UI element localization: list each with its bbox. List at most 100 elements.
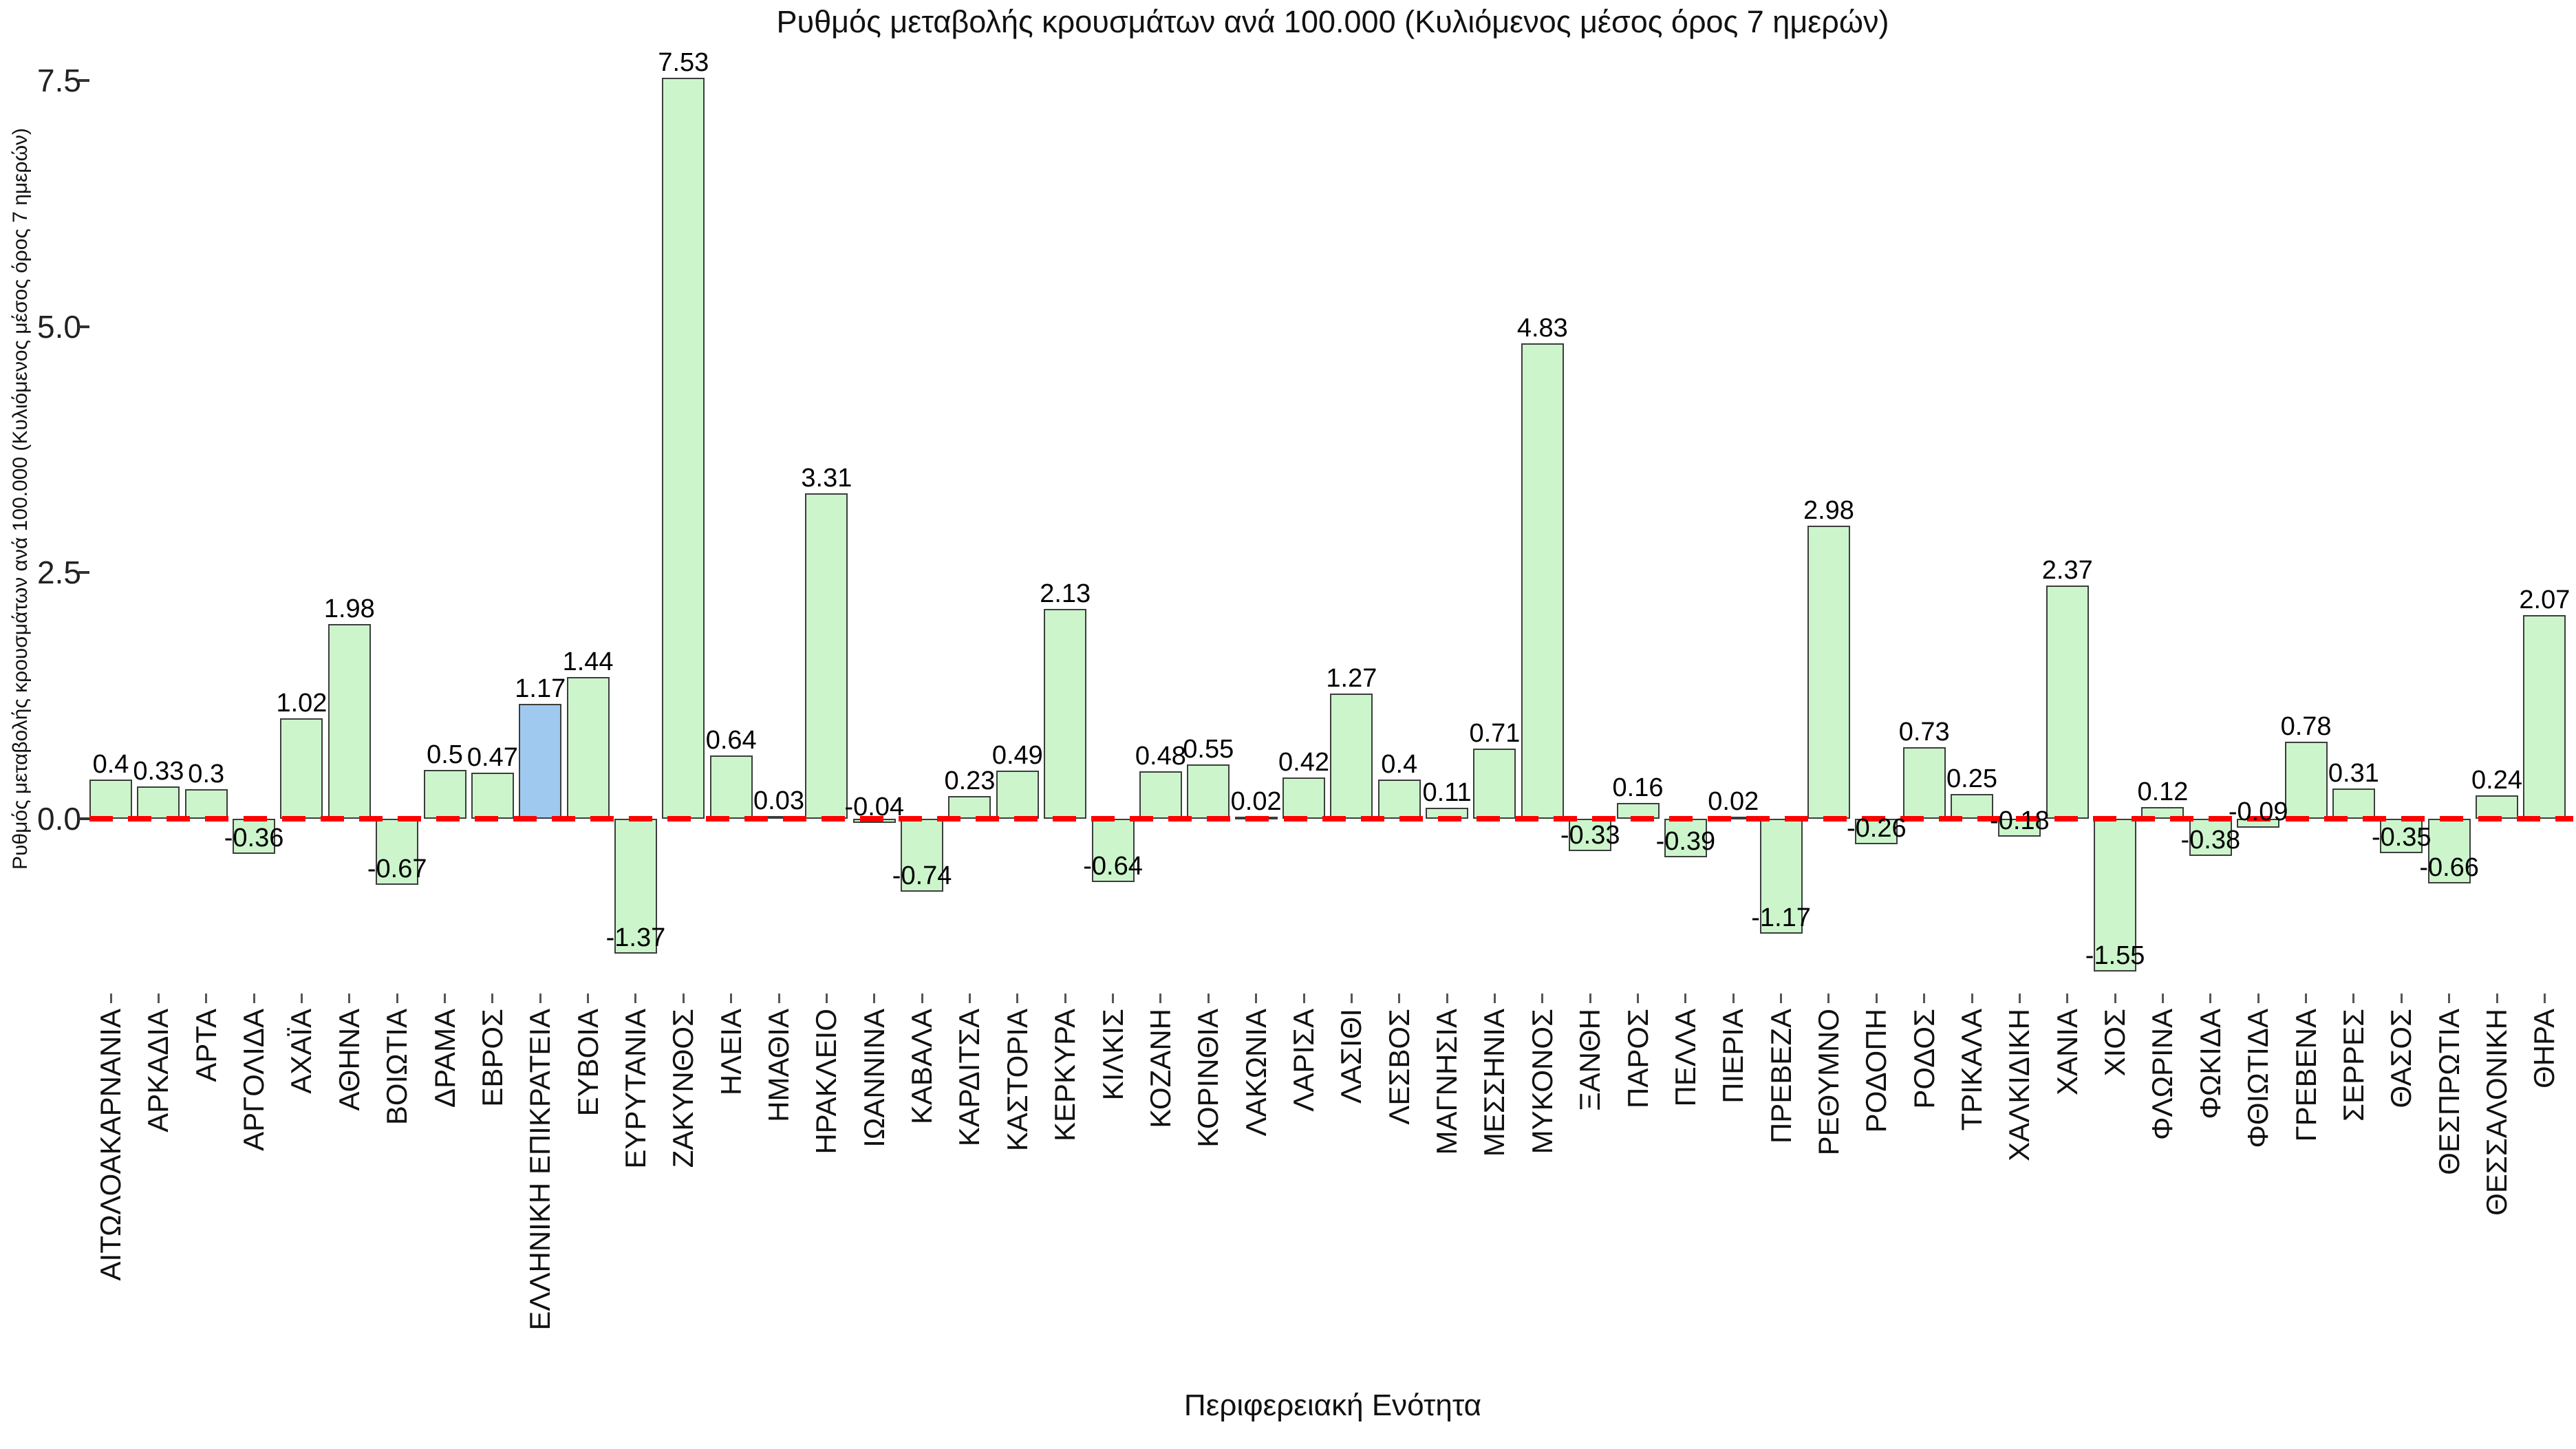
x-tick-label: ΡΟΔΟΣ [1907,1009,1940,1109]
x-tick-label: ΧΑΛΚΙΔΙΚΗ [2003,1009,2036,1161]
x-tick-label: ΗΜΑΘΙΑ [762,1009,795,1122]
bar [996,770,1039,819]
bar-value-label: 0.12 [2137,777,2189,806]
x-tick-label: ΒΟΙΩΤΙΑ [380,1009,414,1126]
y-tick-label-1: 2.5 [37,555,81,590]
x-tick-label: ΚΑΣΤΟΡΙΑ [1000,1009,1033,1152]
x-tick-label: ΛΑΚΩΝΙΑ [1239,1009,1272,1137]
bar-value-label: -0.18 [1990,806,2050,835]
bar [1569,819,1612,852]
bar-value-label: -0.26 [1847,814,1907,844]
x-tick-mark [1732,994,1735,1003]
bar [805,493,848,819]
bar-value-label: -0.35 [2371,823,2432,852]
bar-value-label: 0.11 [1422,778,1472,808]
y-tick-mark [78,817,89,820]
bar-value-label: 0.3 [188,760,225,789]
bar-value-label: 0.73 [1898,717,1950,747]
x-tick-mark [2161,994,2164,1003]
x-tick-label: ΔΡΑΜΑ [428,1009,461,1108]
x-tick-label: ΠΙΕΡΙΑ [1717,1009,1750,1104]
bar [328,623,371,819]
bar-value-label: 1.27 [1326,664,1377,694]
x-tick-mark [730,994,733,1003]
x-tick-mark [2114,994,2116,1003]
bar-value-label: 0.23 [944,766,996,796]
x-tick-label: ΧΑΝΙΑ [2050,1009,2083,1096]
x-tick-label: ΖΑΚΥΝΘΟΣ [667,1009,700,1168]
bar-value-label: -0.33 [1560,821,1620,850]
bar [423,769,466,819]
bar-value-label: 0.5 [427,740,463,769]
bar [662,78,705,819]
x-axis-label: Περιφερειακή Ενότητα [1183,1388,1482,1422]
x-tick-mark [1255,994,1258,1003]
x-tick-mark [2018,994,2021,1003]
x-tick-mark [1302,994,1305,1003]
bar-value-label: 7.53 [658,48,709,78]
x-tick-mark [873,994,876,1003]
x-tick-mark [2448,994,2451,1003]
bar-value-label: 3.31 [801,463,852,493]
bar [2380,819,2423,854]
x-tick-label: ΘΕΣΠΡΩΤΙΑ [2432,1009,2465,1175]
x-tick-mark [1637,994,1640,1003]
x-tick-label: ΕΥΒΟΙΑ [571,1009,604,1117]
x-tick-label: ΑΡΤΑ [189,1009,222,1082]
x-tick-label: ΤΡΙΚΑΛΑ [1955,1009,1988,1131]
x-tick-label: ΜΕΣΣΗΝΙΑ [1478,1009,1511,1157]
x-tick-label: ΠΕΛΛΑ [1668,1009,1702,1107]
bar-value-label: 0.24 [2471,765,2522,795]
bar-value-label: 0.25 [1946,764,1998,794]
y-tick-mark [78,79,89,82]
bar-value-label: 0.4 [1381,749,1418,779]
x-tick-label: ΗΛΕΙΑ [714,1009,747,1096]
bar [901,819,944,892]
x-tick-mark [968,994,971,1003]
bar [709,755,753,819]
bar [2427,819,2471,884]
bar-value-label: 0.33 [133,756,184,786]
bar [1091,819,1135,882]
x-tick-label: ΦΘΙΩΤΙΔΑ [2242,1009,2275,1148]
bar-value-label: 2.98 [1803,495,1854,525]
x-tick-label: ΜΥΚΟΝΟΣ [1525,1009,1558,1155]
bar-value-label: 0.4 [92,749,129,779]
bar-value-label: -0.74 [892,861,952,890]
x-tick-mark [109,994,112,1003]
bar [1807,525,1850,819]
x-tick-mark [2543,994,2546,1003]
bar [2523,614,2566,819]
x-tick-label: ΞΑΝΘΗ [1574,1009,1607,1111]
x-tick-label: ΗΡΑΚΛΕΙΟ [810,1009,843,1155]
bar-value-label: 0.71 [1469,719,1521,749]
bar [1521,343,1564,819]
bar [2476,795,2518,819]
x-tick-mark [157,994,160,1003]
bar-value-label: 0.03 [753,786,805,815]
y-tick-mark [78,325,89,328]
x-tick-label: ΚΑΡΔΙΤΣΑ [953,1009,986,1147]
x-tick-label: ΚΟΡΙΝΘΙΑ [1192,1009,1225,1148]
x-tick-mark [1923,994,1926,1003]
x-tick-label: ΠΡΕΒΕΖΑ [1764,1009,1797,1144]
x-tick-mark [1159,994,1162,1003]
x-tick-mark [682,994,685,1003]
bar-value-label: 2.13 [1040,579,1091,609]
bar-value-label: -0.36 [224,824,284,853]
x-tick-label: ΑΡΚΑΔΙΑ [142,1009,175,1133]
bar-value-label: -0.04 [844,792,905,822]
bar-value-label: 0.48 [1135,742,1186,771]
x-tick-mark [825,994,828,1003]
x-tick-label: ΜΑΓΝΗΣΙΑ [1430,1009,1463,1155]
bar [89,779,132,819]
x-tick-mark [1589,994,1591,1003]
bar [1902,747,1946,819]
x-tick-mark [253,994,255,1003]
y-tick-label-0: 0.0 [37,801,81,837]
bar-value-label: -0.67 [367,854,427,883]
x-tick-mark [2257,994,2260,1003]
x-tick-mark [921,994,923,1003]
x-tick-label: ΛΑΡΙΣΑ [1287,1009,1320,1112]
x-tick-label: ΕΒΡΟΣ [475,1009,508,1107]
